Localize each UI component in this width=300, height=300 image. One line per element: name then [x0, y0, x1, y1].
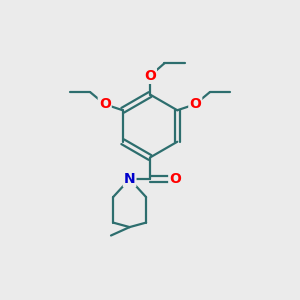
Text: O: O	[189, 97, 201, 111]
Text: O: O	[99, 97, 111, 111]
Text: N: N	[124, 172, 135, 186]
Text: O: O	[144, 69, 156, 83]
Text: O: O	[169, 172, 181, 186]
